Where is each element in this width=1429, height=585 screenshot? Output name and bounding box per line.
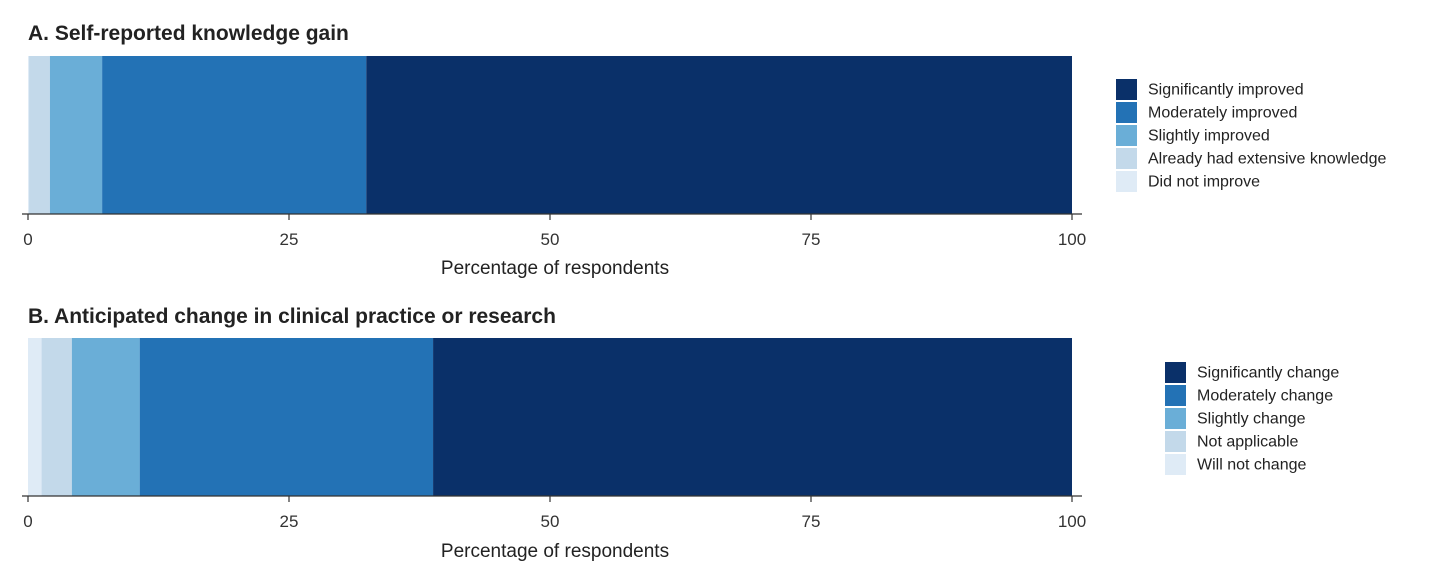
panel-b-legend-label-3: Slightly change xyxy=(1197,411,1306,428)
panel-a-legend: Significantly improved Moderately improve… xyxy=(1116,79,1386,192)
panel-b-legend-swatch-4 xyxy=(1165,431,1186,452)
panel-a-legend-swatch-5 xyxy=(1116,171,1137,192)
panel-b-legend-label-1: Significantly change xyxy=(1197,365,1339,382)
panel-a-bars xyxy=(28,56,1073,214)
panel-b-legend-swatch-2 xyxy=(1165,385,1186,406)
panel-a-title: A. Self-reported knowledge gain xyxy=(28,22,349,45)
panel-a-legend-swatch-4 xyxy=(1116,148,1137,169)
panel-a-x-tick-label-4: 100 xyxy=(1058,230,1086,249)
panel-a-bar-segment-2 xyxy=(29,56,50,214)
panel-a-bar-segment-4 xyxy=(102,56,367,214)
panel-b-x-tick-label-3: 75 xyxy=(802,512,821,531)
panel-a-x-tick-label-2: 50 xyxy=(541,230,560,249)
panel-a-bar-segment-5 xyxy=(366,56,1073,214)
panel-b-bar-segment-4 xyxy=(139,338,434,496)
panel-a-legend-swatch-3 xyxy=(1116,125,1137,146)
panel-a: A. Self-reported knowledge gain 0 25 50 75 1… xyxy=(22,22,1386,279)
panel-a-x-tick-label-1: 25 xyxy=(280,230,299,249)
panel-b-bar-segment-3 xyxy=(71,338,140,496)
panel-b-legend-label-2: Moderately change xyxy=(1197,388,1333,405)
panel-b-x-axis-label: Percentage of respondents xyxy=(441,541,669,562)
panel-b-title: B. Anticipated change in clinical practi… xyxy=(28,305,556,328)
panel-b-legend-swatch-5 xyxy=(1165,454,1186,475)
panel-a-legend-label-2: Moderately improved xyxy=(1148,105,1297,122)
panel-b-bar-segment-1 xyxy=(28,338,42,496)
panel-a-legend-label-5: Did not improve xyxy=(1148,174,1260,191)
panel-b-legend-label-5: Will not change xyxy=(1197,457,1306,474)
panel-a-legend-label-4: Already had extensive knowledge xyxy=(1148,151,1386,168)
panel-a-legend-swatch-1 xyxy=(1116,79,1137,100)
panel-b-legend: Significantly change Moderately change Sli… xyxy=(1165,362,1339,475)
panel-a-bar-segment-3 xyxy=(49,56,103,214)
panel-b-x-tick-label-0: 0 xyxy=(23,512,32,531)
panel-b-x-tick-label-4: 100 xyxy=(1058,512,1086,531)
panel-b-x-axis: 0 25 50 75 100 xyxy=(22,495,1086,531)
panel-b-bars xyxy=(28,338,1072,496)
panel-a-x-tick-label-3: 75 xyxy=(802,230,821,249)
panel-a-x-tick-label-0: 0 xyxy=(23,230,32,249)
panel-a-bar-segment-1 xyxy=(28,56,30,214)
panel-b-legend-swatch-3 xyxy=(1165,408,1186,429)
panel-a-legend-swatch-2 xyxy=(1116,102,1137,123)
panel-b-legend-swatch-1 xyxy=(1165,362,1186,383)
panel-a-legend-label-3: Slightly improved xyxy=(1148,128,1270,145)
panel-a-legend-label-1: Significantly improved xyxy=(1148,82,1304,99)
panel-b-x-tick-label-2: 50 xyxy=(541,512,560,531)
panel-b-x-tick-label-1: 25 xyxy=(280,512,299,531)
panel-b-bar-segment-2 xyxy=(41,338,72,496)
panel-a-x-axis-label: Percentage of respondents xyxy=(441,258,669,279)
panel-b-bar-segment-5 xyxy=(433,338,1072,496)
panel-b-legend-label-4: Not applicable xyxy=(1197,434,1299,451)
panel-a-x-axis: 0 25 50 75 100 xyxy=(22,213,1086,249)
panel-b: B. Anticipated change in clinical practi… xyxy=(22,305,1339,562)
